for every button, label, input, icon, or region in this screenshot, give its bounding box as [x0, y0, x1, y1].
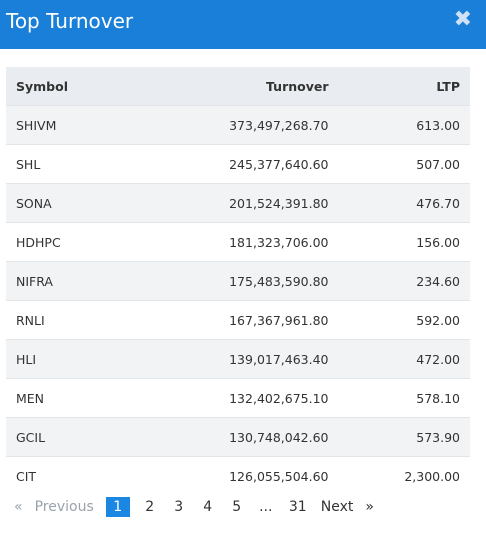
- table-row[interactable]: SONA 201,524,391.80 476.70: [6, 183, 470, 223]
- modal-header: Top Turnover ✖: [0, 0, 486, 49]
- cell-ltp: 573.90: [338, 417, 470, 457]
- table-row[interactable]: HLI 139,017,463.40 472.00: [6, 339, 470, 379]
- cell-ltp: 613.00: [338, 105, 470, 145]
- cell-turnover: 245,377,640.60: [131, 144, 339, 184]
- cell-symbol: SHL: [6, 144, 132, 184]
- table-row[interactable]: SHIVM 373,497,268.70 613.00: [6, 105, 470, 145]
- cell-turnover: 130,748,042.60: [131, 417, 339, 457]
- page-4[interactable]: 4: [203, 499, 213, 515]
- cell-ltp: 476.70: [338, 183, 470, 223]
- page-1[interactable]: 1: [105, 497, 130, 517]
- modal-title: Top Turnover: [6, 9, 134, 33]
- cell-symbol: MEN: [6, 378, 132, 418]
- previous-button[interactable]: Previous: [34, 499, 94, 515]
- cell-ltp: 2,300.00: [338, 456, 470, 495]
- cell-ltp: 507.00: [338, 144, 470, 184]
- cell-symbol: HDHPC: [6, 222, 132, 262]
- table-row[interactable]: RNLI 167,367,961.80 592.00: [6, 300, 470, 340]
- table-row[interactable]: GCIL 130,748,042.60 573.90: [6, 417, 470, 457]
- cell-turnover: 201,524,391.80: [131, 183, 339, 223]
- cell-ltp: 592.00: [338, 300, 470, 340]
- cell-turnover: 139,017,463.40: [131, 339, 339, 379]
- cell-ltp: 234.60: [338, 261, 470, 301]
- next-button[interactable]: Next: [320, 499, 354, 515]
- column-header-ltp[interactable]: LTP: [338, 67, 470, 106]
- page-5[interactable]: 5: [232, 499, 242, 515]
- page-31[interactable]: 31: [288, 499, 307, 515]
- cell-turnover: 167,367,961.80: [131, 300, 339, 340]
- cell-turnover: 126,055,504.60: [131, 456, 339, 495]
- page-2[interactable]: 2: [145, 499, 155, 515]
- table-row[interactable]: SHL 245,377,640.60 507.00: [6, 144, 470, 184]
- cell-turnover: 373,497,268.70: [131, 105, 339, 145]
- cell-turnover: 181,323,706.00: [131, 222, 339, 262]
- cell-symbol: SONA: [6, 183, 132, 223]
- table-row[interactable]: CIT 126,055,504.60 2,300.00: [6, 456, 470, 495]
- table-row[interactable]: HDHPC 181,323,706.00 156.00: [6, 222, 470, 262]
- cell-symbol: GCIL: [6, 417, 132, 457]
- cell-ltp: 578.10: [338, 378, 470, 418]
- table-header-row: Symbol Turnover LTP: [6, 67, 470, 106]
- page-numbers: 1 2 3 4 5... 31: [105, 497, 321, 517]
- cell-ltp: 156.00: [338, 222, 470, 262]
- cell-ltp: 472.00: [338, 339, 470, 379]
- cell-symbol: SHIVM: [6, 105, 132, 145]
- close-icon[interactable]: ✖: [453, 7, 472, 32]
- turnover-table: Symbol Turnover LTP SHIVM 373,497,268.70 6…: [6, 67, 470, 495]
- cell-turnover: 175,483,590.80: [131, 261, 339, 301]
- column-header-symbol[interactable]: Symbol: [6, 67, 132, 106]
- page-3[interactable]: 3: [174, 499, 184, 515]
- cell-symbol: RNLI: [6, 300, 132, 340]
- column-header-turnover[interactable]: Turnover: [131, 67, 339, 106]
- cell-symbol: HLI: [6, 339, 132, 379]
- cell-symbol: NIFRA: [6, 261, 132, 301]
- cell-turnover: 132,402,675.10: [131, 378, 339, 418]
- last-page-icon[interactable]: »: [365, 499, 374, 515]
- table-row[interactable]: MEN 132,402,675.10 578.10: [6, 378, 470, 418]
- pagination: « Previous 1 2 3 4 5... 31 Next »: [14, 497, 386, 517]
- table-row[interactable]: NIFRA 175,483,590.80 234.60: [6, 261, 470, 301]
- page-ellipsis: ...: [259, 499, 273, 515]
- first-page-icon[interactable]: «: [14, 499, 23, 515]
- cell-symbol: CIT: [6, 456, 132, 495]
